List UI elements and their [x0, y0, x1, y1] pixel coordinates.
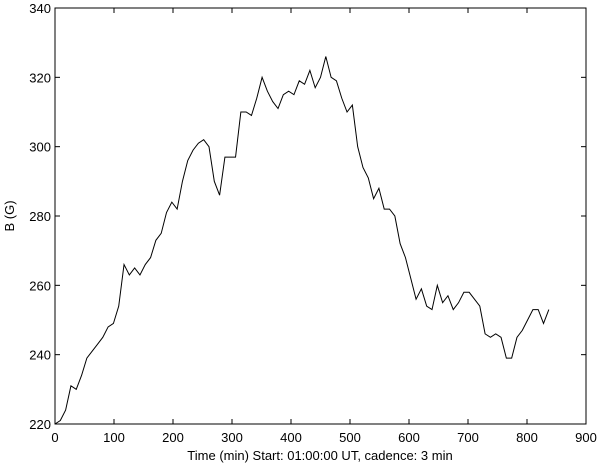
x-tick-label: 500 [339, 430, 361, 445]
y-tick-label: 240 [29, 348, 51, 363]
y-tick-label: 280 [29, 209, 51, 224]
axes-box [54, 7, 587, 425]
x-tick-label: 600 [398, 430, 420, 445]
x-axis-label: Time (min) Start: 01:00:00 UT, cadence: … [187, 448, 452, 463]
y-tick-label: 260 [29, 278, 51, 293]
y-tick-label: 220 [29, 417, 51, 432]
y-axis-label: B (G) [2, 200, 17, 231]
x-tick-label: 200 [162, 430, 184, 445]
x-tick-label: 100 [103, 430, 125, 445]
x-tick-label: 300 [221, 430, 243, 445]
x-tick-label: 0 [51, 430, 58, 445]
x-tick-label: 700 [457, 430, 479, 445]
data-line [54, 56, 550, 425]
y-tick-label: 340 [29, 1, 51, 16]
y-tick-label: 300 [29, 140, 51, 155]
x-tick-label: 900 [575, 430, 597, 445]
x-tick-label: 400 [280, 430, 302, 445]
x-tick-label: 800 [516, 430, 538, 445]
y-tick-label: 320 [29, 70, 51, 85]
